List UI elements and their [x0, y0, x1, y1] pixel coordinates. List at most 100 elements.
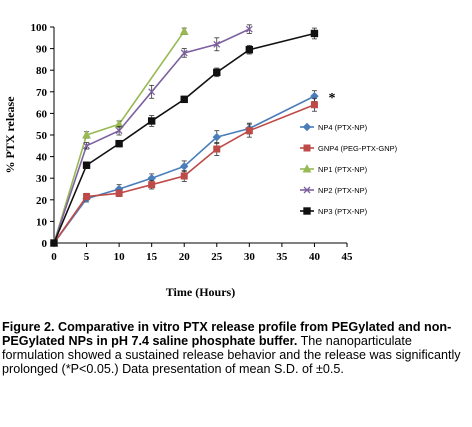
- series-line: [53, 32, 315, 244]
- square-marker: [180, 172, 188, 180]
- data-point: [310, 101, 318, 109]
- square-marker: [310, 29, 319, 38]
- y-tick-label: 80: [36, 65, 48, 77]
- data-point: [245, 45, 254, 54]
- legend-marker: [303, 207, 311, 215]
- legend-label: NP4 (PTX-NP): [318, 123, 368, 132]
- data-point: [82, 130, 91, 139]
- series-5: [51, 27, 317, 245]
- data-point: [115, 139, 123, 148]
- square-marker: [148, 181, 156, 189]
- series-2: [51, 97, 317, 245]
- square-marker: [180, 95, 188, 104]
- data-point: [83, 193, 91, 201]
- y-tick-label: 100: [31, 22, 48, 34]
- x-tick-label: 35: [276, 251, 288, 263]
- series-3: [51, 27, 187, 245]
- square-marker: [115, 189, 123, 197]
- square-marker: [83, 193, 91, 201]
- x-tick-label: 45: [342, 251, 354, 263]
- square-marker: [303, 144, 311, 152]
- legend-item: NP4 (PTX-NP): [300, 122, 368, 132]
- x-tick-label: 15: [146, 251, 158, 263]
- caption-body: The nanoparticulate formulation showed a…: [2, 334, 461, 376]
- figure-caption: Figure 2. Comparative in vitro PTX relea…: [2, 320, 468, 376]
- data-point: [213, 145, 221, 153]
- legend-marker: [302, 122, 312, 132]
- square-marker: [213, 68, 221, 77]
- data-point: [180, 95, 188, 104]
- square-marker: [245, 127, 253, 135]
- x-marker-stroke: [115, 127, 123, 135]
- y-tick-label: 10: [36, 216, 48, 228]
- square-marker: [50, 239, 58, 247]
- data-point: [180, 162, 189, 171]
- x-tick-label: 0: [51, 251, 57, 263]
- data-point: [179, 26, 189, 35]
- data-point: [310, 29, 319, 38]
- square-marker: [115, 139, 123, 148]
- data-point: [115, 127, 123, 135]
- data-point: [180, 172, 188, 180]
- x-axis-title: Time (Hours): [166, 285, 235, 299]
- y-tick-label: 30: [36, 173, 48, 185]
- legend-marker: [303, 186, 311, 194]
- y-tick-label: 90: [36, 44, 48, 56]
- y-tick-label: 60: [36, 108, 48, 120]
- square-marker: [310, 101, 318, 109]
- legend-marker: [302, 164, 312, 173]
- data-point: [83, 142, 91, 150]
- x-tick-label: 5: [84, 251, 90, 263]
- data-point: [212, 132, 221, 142]
- legend-item: NP3 (PTX-NP): [300, 207, 368, 216]
- caption-title: Figure 2. Comparative in vitro PTX relea…: [2, 320, 452, 348]
- legend-label: GNP4 (PEG-PTX-GNP): [318, 144, 398, 153]
- series-line: [53, 30, 185, 244]
- x-marker-stroke: [303, 186, 311, 194]
- y-tick-label: 20: [36, 195, 48, 207]
- data-point: [115, 189, 123, 197]
- x-marker-stroke: [180, 49, 188, 57]
- y-tick-label: 50: [36, 130, 48, 142]
- release-profile-chart: 0 10 20 30 40 50 60 70 80 90 100 0 5 10 15 20 25 30 35 40 45…: [3, 22, 398, 299]
- y-axis-title: % PTX release: [3, 96, 17, 174]
- square-marker: [147, 117, 156, 125]
- x-marker-stroke: [213, 40, 221, 48]
- y-tick-label: 0: [42, 238, 48, 250]
- data-point: [245, 25, 253, 33]
- legend-item: GNP4 (PEG-PTX-GNP): [300, 144, 398, 153]
- triangle-marker: [179, 26, 189, 35]
- data-point: [147, 117, 156, 125]
- data-point: [50, 239, 58, 247]
- data-point: [148, 181, 156, 189]
- diamond-marker: [212, 132, 221, 142]
- legend-label: NP2 (PTX-NP): [318, 186, 368, 195]
- series-line: [53, 95, 315, 244]
- y-tick-label: 40: [36, 152, 48, 164]
- x-tick-label: 10: [114, 251, 126, 263]
- diamond-marker: [180, 162, 189, 171]
- triangle-marker: [302, 164, 312, 173]
- data-point: [148, 88, 156, 96]
- triangle-marker: [82, 130, 91, 139]
- data-point: [180, 49, 188, 57]
- x-tick-label: 40: [309, 251, 321, 263]
- x-tick-label: 20: [179, 251, 191, 263]
- x-tick-label: 30: [244, 251, 256, 263]
- square-marker: [245, 45, 254, 54]
- x-marker-stroke: [245, 25, 253, 33]
- series-4: [51, 24, 252, 245]
- significance-marker: *: [328, 91, 335, 106]
- data-point: [82, 161, 91, 169]
- square-marker: [303, 207, 311, 215]
- legend-marker: [303, 144, 311, 152]
- diamond-marker: [302, 122, 312, 132]
- series-line: [53, 104, 315, 244]
- data-point: [213, 40, 221, 48]
- data-point: [245, 127, 253, 135]
- square-marker: [82, 161, 91, 169]
- legend: NP4 (PTX-NP) GNP4 (PEG-PTX-GNP) NP1 (PTX-N…: [300, 122, 398, 216]
- x-marker-stroke: [83, 142, 91, 150]
- legend-label: NP3 (PTX-NP): [318, 207, 368, 216]
- x-tick-label: 25: [211, 251, 223, 263]
